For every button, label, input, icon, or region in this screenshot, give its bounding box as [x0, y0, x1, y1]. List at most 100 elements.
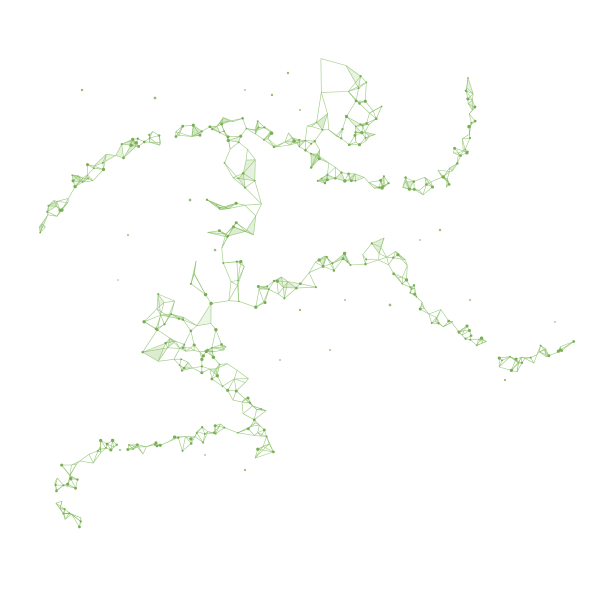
mesh-facet — [449, 163, 458, 172]
mesh-edge — [190, 330, 195, 346]
mesh-edge — [326, 256, 335, 271]
mesh-edge — [300, 283, 316, 288]
mesh-edge — [255, 302, 266, 308]
mesh-node — [172, 435, 177, 439]
mesh-node — [514, 357, 518, 361]
mesh-node — [457, 330, 460, 333]
mesh-edge — [157, 293, 161, 316]
mesh-edge — [498, 356, 511, 368]
mesh-node — [181, 318, 185, 321]
mesh-node — [467, 124, 471, 129]
mesh-node — [275, 279, 279, 283]
mesh-edge — [335, 172, 342, 179]
mesh-edge — [405, 177, 414, 182]
mesh-edge — [254, 435, 262, 437]
mesh-edge — [371, 243, 382, 248]
mesh-edge — [241, 401, 251, 404]
mesh-edge — [64, 513, 72, 520]
mesh-node — [256, 284, 260, 289]
mesh-edge — [201, 366, 210, 370]
mesh-edges — [39, 58, 574, 528]
mesh-edge — [103, 154, 107, 170]
mesh-edge — [421, 301, 425, 309]
mesh-edge — [402, 177, 406, 188]
mesh-edge — [478, 338, 483, 344]
mesh-edge — [350, 263, 366, 266]
mesh-edge — [238, 178, 255, 182]
mesh-edge — [435, 309, 442, 322]
mesh-edge — [47, 214, 58, 217]
mesh-edge — [253, 215, 257, 235]
mesh-node — [214, 432, 217, 435]
mesh-node — [105, 442, 109, 446]
mesh-node — [142, 140, 146, 144]
mesh-edge — [287, 281, 301, 284]
mesh-edge — [247, 149, 256, 160]
mesh-edge — [228, 135, 241, 138]
mesh-node — [208, 125, 212, 129]
mesh-facet — [228, 136, 241, 143]
particle-dot — [80, 88, 84, 92]
mesh-edge — [181, 367, 193, 371]
mesh-edge — [255, 203, 262, 216]
mesh-node — [68, 512, 71, 514]
mesh-node — [263, 300, 267, 305]
mesh-node — [320, 177, 323, 180]
particle-dot — [388, 303, 392, 307]
mesh-edge — [402, 265, 408, 278]
mesh-edge — [181, 358, 189, 363]
mesh-node — [211, 355, 216, 359]
mesh-edge — [316, 92, 322, 123]
mesh-edge — [457, 155, 461, 164]
mesh-node — [418, 307, 422, 311]
mesh-edge — [321, 91, 349, 93]
mesh-node — [234, 201, 238, 205]
mesh-edge — [93, 153, 107, 167]
mesh-node — [392, 256, 395, 259]
mesh-edge — [171, 313, 184, 318]
mesh-node — [401, 282, 404, 285]
mesh-node — [79, 520, 82, 523]
mesh-edge — [511, 361, 519, 371]
mesh-node — [202, 441, 205, 444]
mesh-edge — [560, 341, 574, 347]
mesh-node — [447, 183, 451, 186]
mesh-edge — [355, 125, 363, 127]
mesh-edge — [287, 281, 297, 289]
mesh-node — [407, 187, 412, 191]
mesh-edge — [452, 163, 458, 172]
mesh-edge — [320, 58, 346, 66]
mesh-node — [232, 225, 235, 229]
mesh-edge — [402, 283, 411, 288]
mesh-edge — [378, 237, 385, 254]
mesh-edge — [182, 124, 194, 127]
mesh-edge — [87, 174, 94, 181]
mesh-edge — [418, 184, 427, 191]
mesh-node — [468, 136, 472, 140]
mesh-edge — [465, 90, 473, 101]
mesh-edge — [243, 159, 256, 174]
mesh-node — [200, 371, 204, 375]
mesh-facet — [221, 117, 230, 125]
mesh-node — [404, 278, 409, 282]
mesh-edge — [398, 277, 403, 284]
mesh-edge — [193, 125, 201, 136]
mesh-node — [404, 176, 407, 179]
mesh-node — [520, 361, 524, 365]
mesh-node — [347, 172, 350, 176]
mesh-node — [226, 388, 230, 392]
mesh-node — [298, 138, 301, 142]
mesh-edge — [142, 446, 147, 455]
mesh-edge — [430, 176, 443, 183]
mesh-node — [66, 482, 70, 486]
mesh-edge — [157, 293, 165, 303]
mesh-edge — [190, 325, 198, 332]
mesh-edge — [245, 149, 248, 161]
mesh-edge — [263, 130, 272, 140]
mesh-edge — [470, 338, 479, 340]
mesh-edge — [237, 280, 240, 302]
mesh-node — [226, 236, 229, 239]
mesh-edge — [449, 167, 453, 172]
mesh-edge — [87, 167, 95, 176]
mesh-node — [189, 437, 193, 441]
